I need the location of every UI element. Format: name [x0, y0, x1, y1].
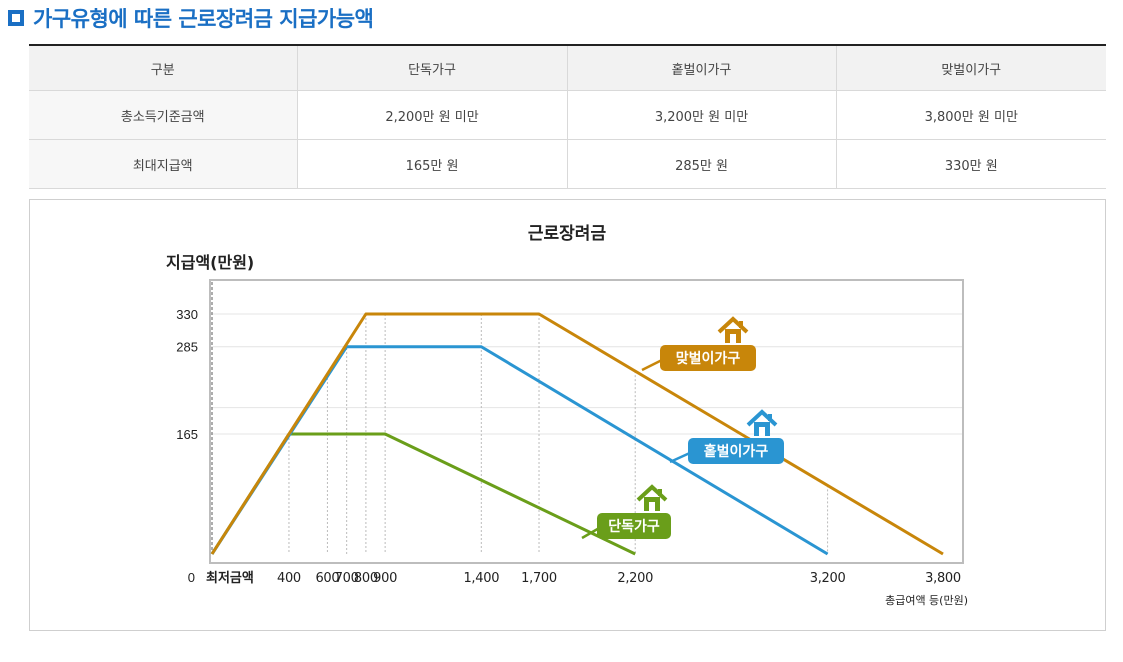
table-cell: 3,200만 원 미만 — [567, 90, 837, 140]
x-tick-label: 900 — [373, 571, 397, 586]
x-axis-title: 총급여액 등(만원) — [885, 594, 968, 607]
table-row-label: 최대지급액 — [29, 139, 298, 189]
house-icon — [717, 316, 749, 343]
min-amount-label: 최저금액 — [206, 571, 254, 586]
y-tick-label: 330 — [176, 307, 198, 322]
x-tick-label: 600 — [315, 571, 339, 586]
table-row: 최대지급액 165만 원 285만 원 330만 원 — [29, 139, 1106, 189]
table-cell: 285만 원 — [567, 139, 837, 189]
page-title: 가구유형에 따른 근로장려금 지급가능액 — [8, 4, 374, 32]
x-tick-label: 2,200 — [617, 571, 653, 586]
series-label-box — [660, 345, 756, 371]
y-axis-title: 지급액(만원) — [166, 253, 254, 272]
x-tick-label: 1,700 — [521, 571, 557, 586]
series-label: 단독가구 — [608, 518, 660, 535]
page-title-text: 가구유형에 따른 근로장려금 지급가능액 — [33, 7, 374, 31]
x-tick-label: 1,400 — [463, 571, 499, 586]
eligibility-table: 구분 단독가구 홑벌이가구 맞벌이가구 총소득기준금액 2,200만 원 미만 … — [29, 44, 1106, 189]
x-tick-label: 400 — [277, 571, 301, 586]
x-tick-label: 3,800 — [925, 571, 961, 586]
x-tick-label: 700 — [335, 571, 359, 586]
table-cell: 330만 원 — [836, 139, 1106, 189]
y-tick-label: 165 — [176, 427, 198, 442]
table-header-cell: 맞벌이가구 — [836, 45, 1106, 91]
table-header-cell: 구분 — [29, 45, 298, 91]
table-cell: 165만 원 — [297, 139, 568, 189]
series-line — [210, 312, 944, 556]
table-header-row: 구분 단독가구 홑벌이가구 맞벌이가구 — [29, 45, 1106, 91]
table-header-cell: 단독가구 — [297, 45, 568, 91]
series-label: 홑벌이가구 — [704, 443, 769, 460]
y-tick-label: 285 — [176, 340, 198, 355]
house-icon — [746, 409, 778, 436]
series-label-box — [597, 513, 671, 539]
y-tick-label: 0 — [188, 570, 195, 585]
house-icon — [636, 484, 668, 511]
table-cell: 2,200만 원 미만 — [297, 90, 568, 140]
plot-frame — [209, 279, 964, 564]
x-tick-label: 3,200 — [810, 571, 846, 586]
table-header-cell: 홑벌이가구 — [567, 45, 837, 91]
square-bullet-icon — [8, 10, 24, 26]
series-label: 맞벌이가구 — [676, 350, 741, 367]
table-cell: 3,800만 원 미만 — [836, 90, 1106, 140]
x-tick-label: 800 — [354, 571, 378, 586]
table-row-label: 총소득기준금액 — [29, 90, 298, 140]
table-row: 총소득기준금액 2,200만 원 미만 3,200만 원 미만 3,800만 원… — [29, 90, 1106, 140]
chart-title: 근로장려금 — [528, 224, 607, 244]
series-label-box — [688, 438, 784, 464]
